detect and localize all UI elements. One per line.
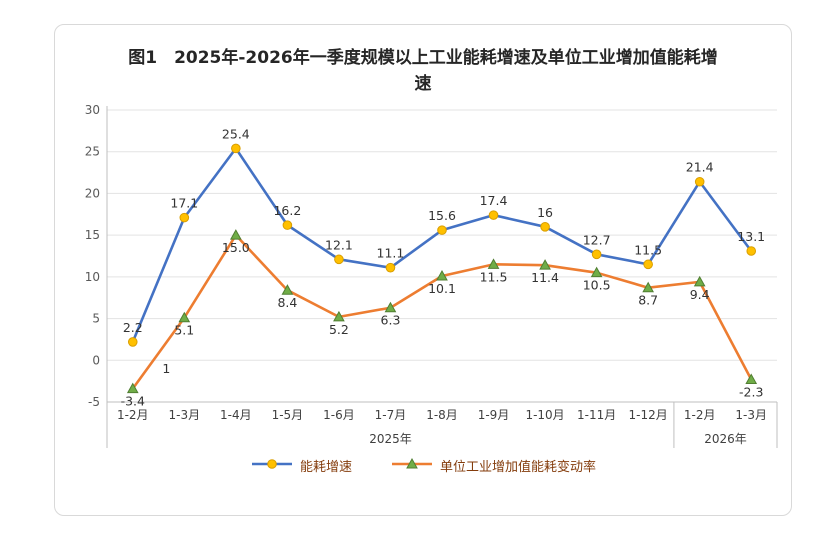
data-point-marker xyxy=(693,275,706,287)
y-tick-label: 0 xyxy=(92,353,100,367)
x-tick-label: 1-2月 xyxy=(117,408,149,422)
data-label: 11.5 xyxy=(480,269,508,284)
data-label: 17.1 xyxy=(170,195,198,210)
y-tick-label: 10 xyxy=(85,270,100,284)
data-label: 6.3 xyxy=(381,312,401,327)
data-point-marker xyxy=(643,259,653,269)
legend-marker-glyph xyxy=(392,457,432,469)
x-tick-label: 1-8月 xyxy=(426,408,458,422)
legend-marker-unit-energy-rate xyxy=(390,456,434,475)
data-label: 9.4 xyxy=(690,287,710,302)
x-tick-label: 1-2月 xyxy=(684,408,716,422)
data-point-marker xyxy=(179,212,190,223)
data-point-marker xyxy=(539,258,551,270)
data-label: 12.7 xyxy=(583,232,611,247)
data-point-marker xyxy=(178,311,191,322)
data-point-marker xyxy=(281,283,294,295)
legend-marker-glyph xyxy=(251,458,292,469)
data-point-marker xyxy=(229,228,242,240)
data-label: 15.6 xyxy=(428,208,456,223)
data-label: -3.4 xyxy=(121,393,145,408)
data-point-marker xyxy=(436,269,448,281)
data-label: 12.1 xyxy=(325,237,353,252)
x-tick-label: 1-6月 xyxy=(323,408,355,422)
data-label: 21.4 xyxy=(686,159,714,174)
data-point-marker xyxy=(231,143,241,153)
y-tick-label: 25 xyxy=(85,144,100,158)
chart-legend: 能耗增速 单位工业增加值能耗变动率 xyxy=(61,456,785,475)
data-label: 15.0 xyxy=(222,240,250,255)
data-point-marker xyxy=(334,254,344,264)
x-tick-label: 1-10月 xyxy=(525,408,564,422)
data-label: 16 xyxy=(537,204,553,219)
x-tick-label: 1-7月 xyxy=(375,408,407,422)
x-group-label: 2025年 xyxy=(369,432,412,446)
legend-marker-energy-growth xyxy=(250,456,294,475)
y-tick-label: 5 xyxy=(92,311,100,325)
x-tick-label: 1-4月 xyxy=(220,408,252,422)
chart-card: 图1 2025年-2026年一季度规模以上工业能耗增速及单位工业增加值能耗增速 … xyxy=(54,24,792,516)
x-tick-label: 1-9月 xyxy=(478,408,510,422)
y-tick-label: 20 xyxy=(85,186,100,200)
data-point-marker xyxy=(487,258,500,269)
y-tick-label: 15 xyxy=(85,228,100,242)
data-point-marker xyxy=(488,210,499,220)
data-point-marker xyxy=(540,221,550,232)
y-tick-label: 30 xyxy=(85,103,100,117)
data-point-marker xyxy=(127,336,138,347)
data-label: 10.5 xyxy=(583,277,611,292)
x-tick-label: 1-11月 xyxy=(577,408,616,422)
data-point-marker xyxy=(642,281,655,292)
data-label: 25.4 xyxy=(222,126,250,141)
data-label: 11.4 xyxy=(531,270,559,285)
data-label: 5.1 xyxy=(174,322,194,337)
data-label: 11.1 xyxy=(377,245,405,260)
data-point-marker xyxy=(746,245,757,256)
x-tick-label: 1-5月 xyxy=(272,408,304,422)
data-point-marker xyxy=(591,249,602,259)
data-label: -2.3 xyxy=(739,384,763,399)
data-point-marker xyxy=(333,310,345,322)
data-label: 10.1 xyxy=(428,281,456,296)
data-point-marker xyxy=(694,176,705,187)
x-tick-label: 1-3月 xyxy=(735,408,767,422)
y-tick-label: -5 xyxy=(88,395,100,409)
annotation-label: 1 xyxy=(162,360,170,375)
data-label: 17.4 xyxy=(480,193,508,208)
data-point-marker xyxy=(590,266,603,277)
data-point-marker xyxy=(126,382,139,393)
legend-item-energy-growth: 能耗增速 xyxy=(250,456,352,475)
data-label: 11.5 xyxy=(634,242,662,257)
legend-label-unit-energy-rate: 单位工业增加值能耗变动率 xyxy=(440,459,597,475)
legend-label-energy-growth: 能耗增速 xyxy=(299,459,352,475)
data-label: 8.4 xyxy=(277,295,297,310)
data-label: 2.2 xyxy=(123,320,143,335)
data-label: 16.2 xyxy=(273,203,301,218)
x-tick-label: 1-3月 xyxy=(169,408,201,422)
data-label: 13.1 xyxy=(737,229,765,244)
data-point-marker xyxy=(745,373,758,384)
data-point-marker xyxy=(282,220,293,230)
x-group-label: 2026年 xyxy=(704,432,747,446)
legend-item-unit-energy-rate: 单位工业增加值能耗变动率 xyxy=(390,456,596,475)
data-label: 8.7 xyxy=(638,292,658,307)
data-point-marker xyxy=(437,225,447,235)
data-label: 5.2 xyxy=(329,322,349,337)
series-line xyxy=(131,233,753,390)
chart-title: 图1 2025年-2026年一季度规模以上工业能耗增速及单位工业增加值能耗增速 xyxy=(128,48,718,95)
data-point-marker xyxy=(385,262,396,273)
data-point-marker xyxy=(384,301,397,312)
x-tick-label: 1-12月 xyxy=(629,408,668,422)
